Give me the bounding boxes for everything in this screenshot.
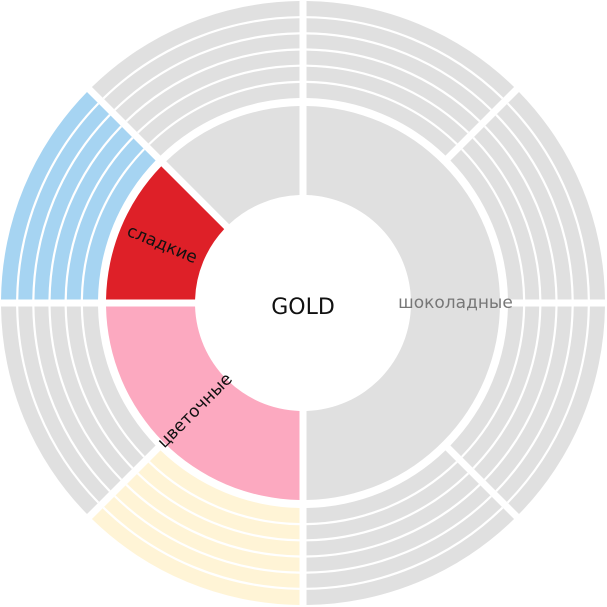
outer-segment-band-line bbox=[148, 461, 300, 526]
outer-segment-band-line bbox=[32, 306, 111, 492]
outer-segment-band-line bbox=[80, 306, 145, 458]
outer-segment-band-line bbox=[102, 16, 300, 100]
inner-segment-2[interactable] bbox=[106, 306, 300, 500]
outer-segment-band-line bbox=[64, 136, 134, 300]
outer-segment-band-line bbox=[461, 148, 526, 300]
outer-segment-band-line bbox=[114, 32, 300, 111]
outer-segment-band-line bbox=[483, 306, 558, 481]
outer-segment-band-line bbox=[136, 472, 300, 542]
center-label: GOLD bbox=[271, 295, 335, 320]
outer-segment-band-line bbox=[306, 64, 470, 134]
inner-ring bbox=[106, 106, 500, 500]
outer-segment-band-line bbox=[64, 306, 134, 470]
inner-segment-4[interactable] bbox=[166, 106, 300, 225]
outer-segment-band-line bbox=[306, 48, 481, 123]
outer-segment-band-line bbox=[80, 148, 145, 300]
outer-segment-band-line bbox=[472, 136, 542, 300]
outer-segment-band-line bbox=[495, 306, 574, 492]
outer-segment-band-line bbox=[306, 472, 470, 542]
outer-segment-band-line bbox=[461, 306, 526, 458]
outer-segment-band-line bbox=[48, 125, 123, 300]
outer-segment-band-line bbox=[32, 114, 111, 300]
outer-segment-band-line bbox=[306, 483, 481, 558]
outer-segment-band-line bbox=[148, 80, 300, 145]
outer-segment-band-line bbox=[306, 32, 492, 111]
inner-segment-label-1: шоколадные bbox=[398, 293, 513, 313]
outer-segment-band-line bbox=[506, 306, 590, 504]
outer-segment-band-line bbox=[16, 102, 100, 300]
outer-segment-band-line bbox=[306, 495, 492, 574]
outer-segment-band-line bbox=[16, 306, 100, 504]
outer-segment-band-line bbox=[102, 506, 300, 590]
outer-segment-band-line bbox=[506, 102, 590, 300]
outer-segment-band-line bbox=[306, 16, 504, 100]
inner-segment-1[interactable] bbox=[306, 106, 500, 500]
outer-segment-band-line bbox=[495, 114, 574, 300]
outer-segment-band-line bbox=[114, 495, 300, 574]
inner-segment-3[interactable] bbox=[106, 166, 225, 300]
outer-segment-band-line bbox=[125, 48, 300, 123]
outer-segment-band-line bbox=[136, 64, 300, 134]
outer-segment-band-line bbox=[48, 306, 123, 481]
outer-segment-band-line bbox=[125, 483, 300, 558]
outer-segment-band-line bbox=[472, 306, 542, 470]
outer-segment-band-line bbox=[306, 506, 504, 590]
outer-segment-band-line bbox=[306, 461, 458, 526]
outer-segment-band-line bbox=[483, 125, 558, 300]
outer-segment-band-line bbox=[306, 80, 458, 145]
